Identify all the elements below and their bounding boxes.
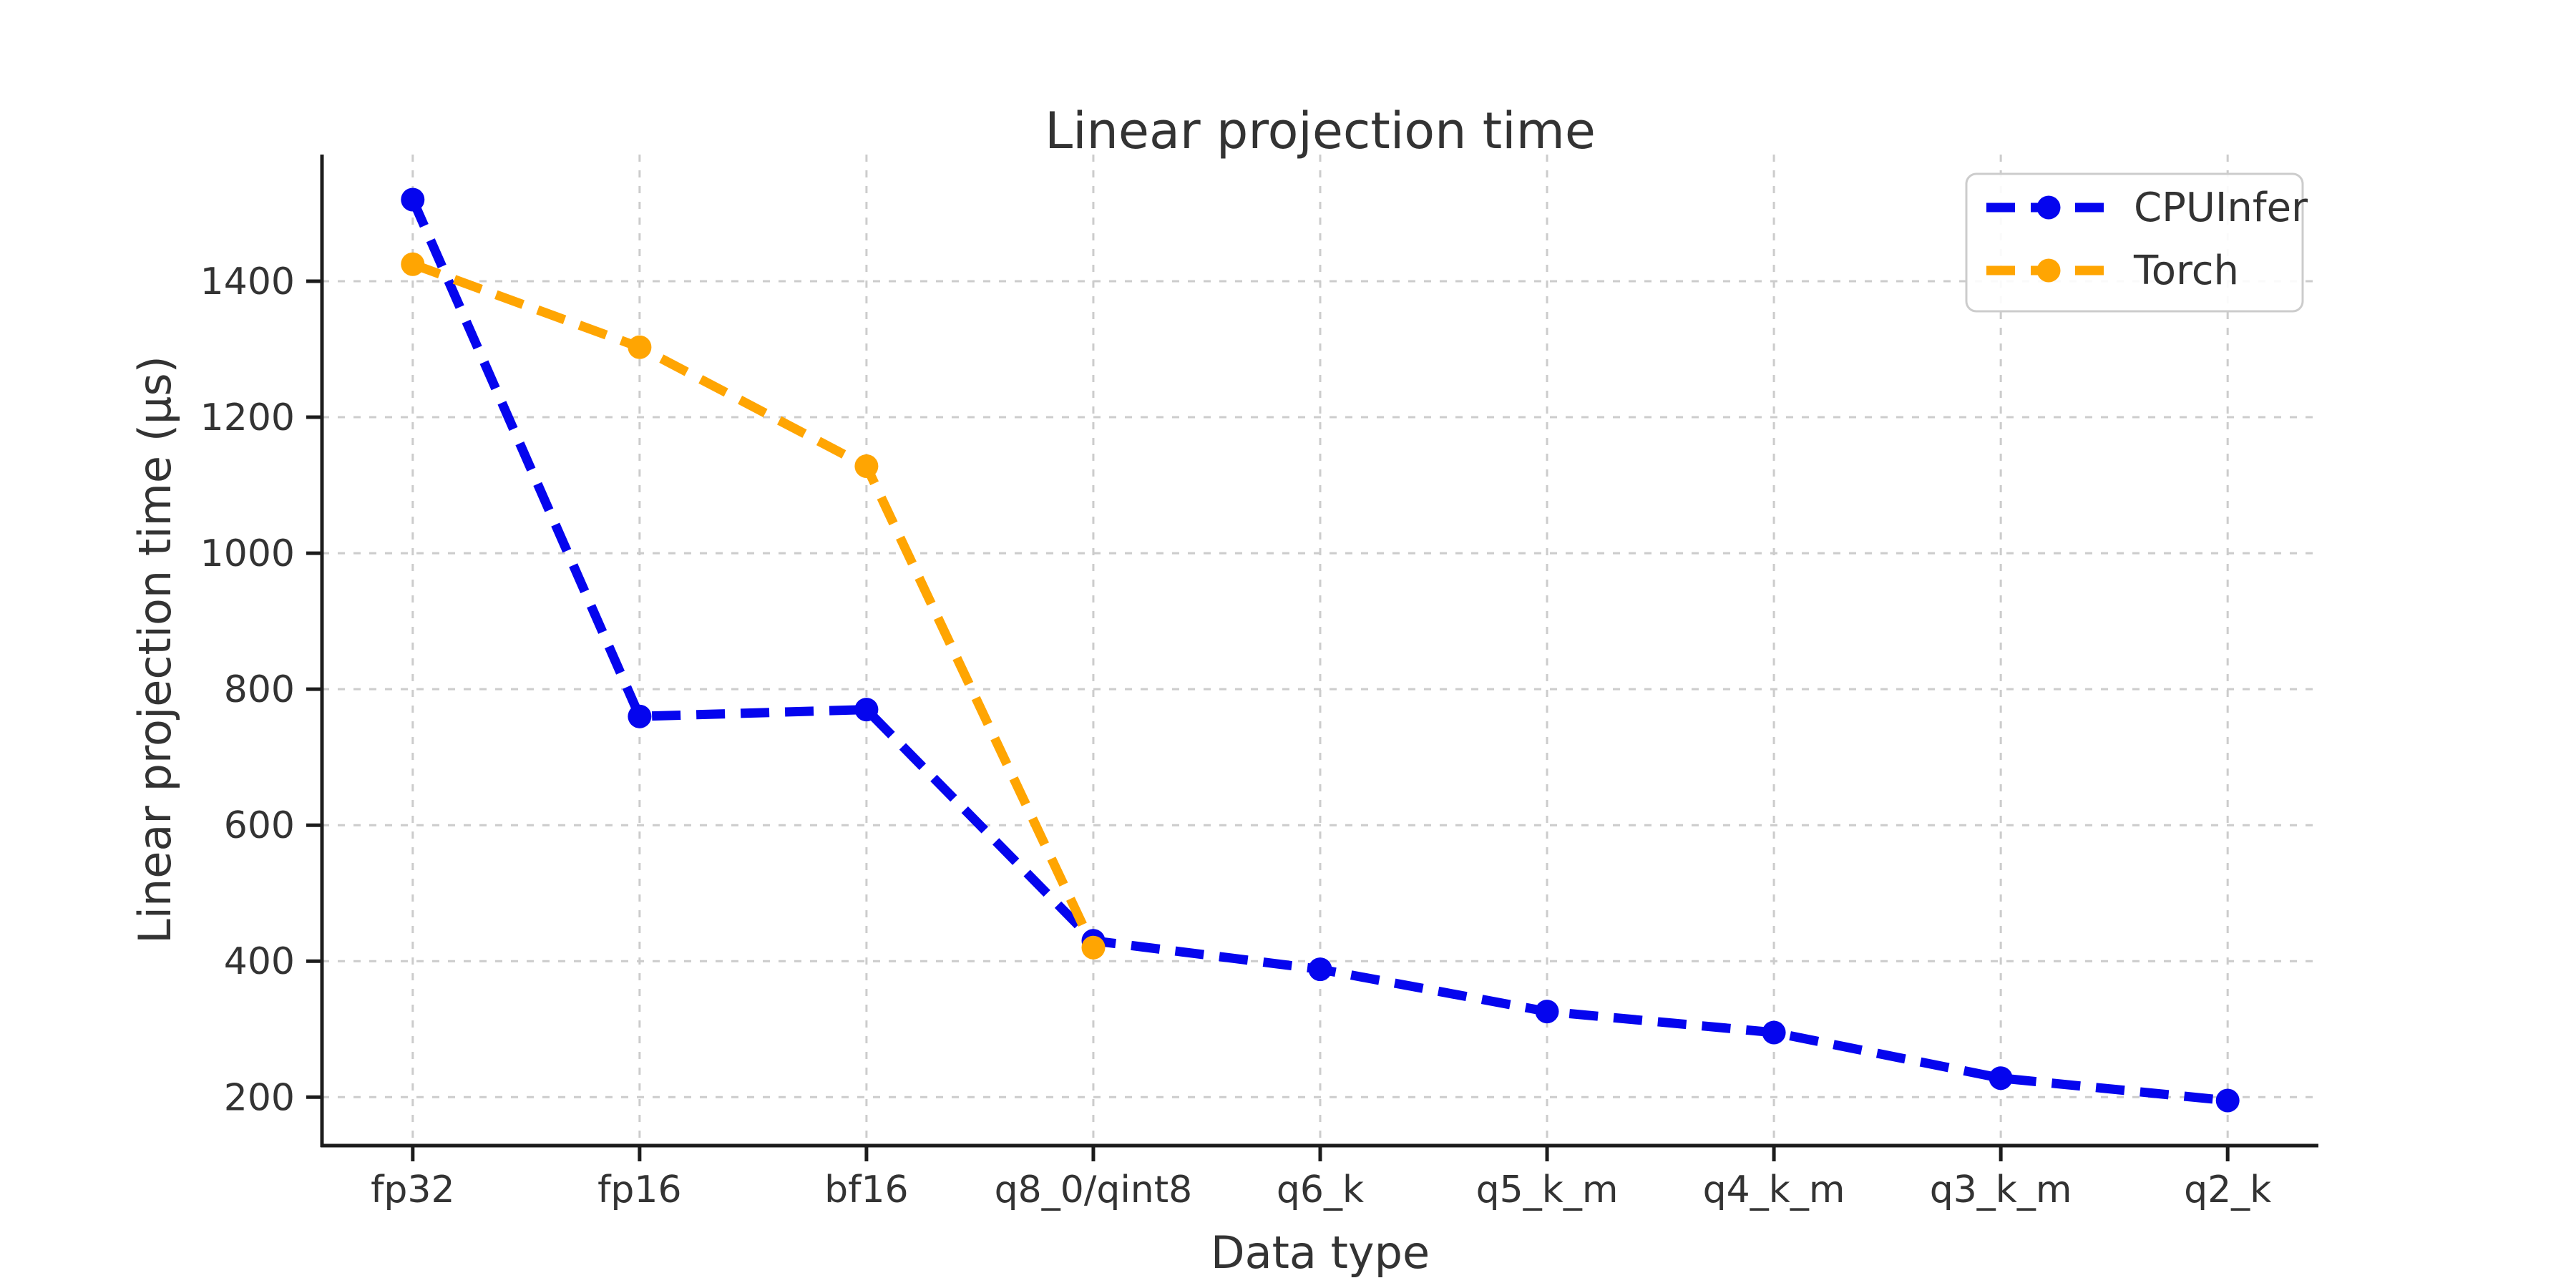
data-point-torch-fp32 [401, 252, 425, 276]
chart-title: Linear projection time [1045, 102, 1596, 160]
y-tick-label-1200: 1200 [200, 396, 295, 439]
data-point-torch-bf16 [854, 454, 879, 478]
tick-labels: 200 400 600 800 1000 1200 1400 fp32 fp16 bf16 q8_0… [200, 260, 2272, 1211]
data-point-cpuinfer-fp32 [401, 187, 425, 212]
legend-marker-torch [2036, 258, 2061, 283]
x-tick-label-fp16: fp16 [597, 1169, 681, 1211]
legend-marker-cpuinfer [2036, 195, 2061, 220]
x-tick-label-q5-k-m: q5_k_m [1476, 1169, 1619, 1211]
data-point-cpuinfer-q3-k-m [1989, 1066, 2013, 1091]
data-point-cpuinfer-q6-k [1308, 957, 1332, 982]
x-tick-label-q2-k: q2_k [2184, 1169, 2271, 1211]
series-line-torch [411, 260, 1098, 950]
x-axis-label: Data type [1211, 1226, 1430, 1279]
legend-label-cpuinfer: CPUInfer [2134, 185, 2308, 231]
y-tick-label-1400: 1400 [200, 260, 295, 303]
series [401, 187, 2240, 1113]
data-point-cpuinfer-bf16 [854, 698, 879, 722]
y-axis-label: Linear projection time (μs) [129, 356, 181, 944]
y-tick-label-600: 600 [224, 804, 295, 847]
data-point-cpuinfer-q5-k-m [1535, 1000, 1559, 1024]
y-tick-label-800: 800 [224, 668, 295, 711]
data-point-cpuinfer-q2-k [2215, 1088, 2240, 1113]
x-tick-label-fp32: fp32 [371, 1169, 454, 1211]
data-point-torch-q8-0-qint8 [1081, 935, 1106, 960]
x-tick-label-q8-0-qint8: q8_0/qint8 [995, 1169, 1193, 1211]
y-tick-label-200: 200 [224, 1076, 295, 1119]
legend-label-torch: Torch [2133, 248, 2239, 294]
x-tick-label-bf16: bf16 [824, 1169, 908, 1211]
data-point-cpuinfer-fp16 [628, 704, 652, 728]
y-tick-label-1000: 1000 [200, 532, 295, 575]
y-tick-label-400: 400 [224, 940, 295, 983]
data-point-torch-fp16 [628, 335, 652, 359]
legend: CPUInfer Torch [1965, 172, 2308, 313]
x-tick-label-q4-k-m: q4_k_m [1703, 1169, 1845, 1211]
axes [306, 155, 2318, 1161]
data-point-cpuinfer-q4-k-m [1762, 1020, 1786, 1045]
x-tick-label-q3-k-m: q3_k_m [1930, 1169, 2072, 1211]
x-tick-label-q6-k: q6_k [1277, 1169, 1364, 1211]
